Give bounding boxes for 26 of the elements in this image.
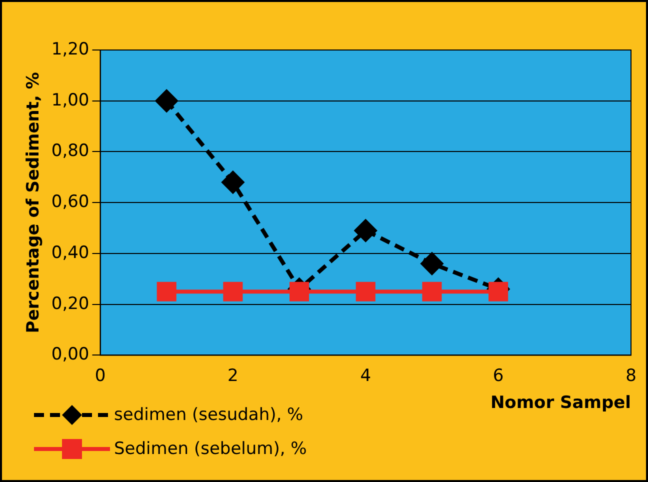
y-axis-title: Percentage of Sediment, % — [24, 72, 44, 334]
point — [290, 282, 310, 302]
x-tick-label: 4 — [360, 366, 372, 386]
legend-label: sedimen (sesudah), % — [114, 405, 304, 425]
y-tick-label: 1,20 — [51, 39, 90, 60]
x-tick-label: 8 — [626, 366, 636, 386]
x-tick-label: 0 — [94, 366, 106, 386]
y-tick-label: 0,80 — [51, 141, 90, 162]
x-tick-label: 6 — [492, 366, 504, 386]
point — [354, 220, 377, 242]
point — [223, 282, 243, 302]
point — [356, 282, 376, 302]
point — [222, 171, 244, 194]
point — [156, 90, 178, 112]
point — [420, 252, 443, 275]
point — [156, 282, 176, 302]
point — [422, 282, 442, 302]
y-tick-label: 0,40 — [51, 242, 90, 263]
y-tick-label: 0,60 — [51, 192, 90, 212]
y-tick-label: 1,00 — [51, 90, 90, 110]
x-axis-title: Nomor Sampel — [490, 393, 631, 414]
point — [488, 282, 508, 302]
legend-label: Sedimen (sebelum), % — [114, 439, 307, 459]
y-tick-label: 0,00 — [51, 344, 90, 365]
x-tick-label: 2 — [228, 366, 238, 386]
y-tick-label: 0,20 — [51, 294, 90, 314]
